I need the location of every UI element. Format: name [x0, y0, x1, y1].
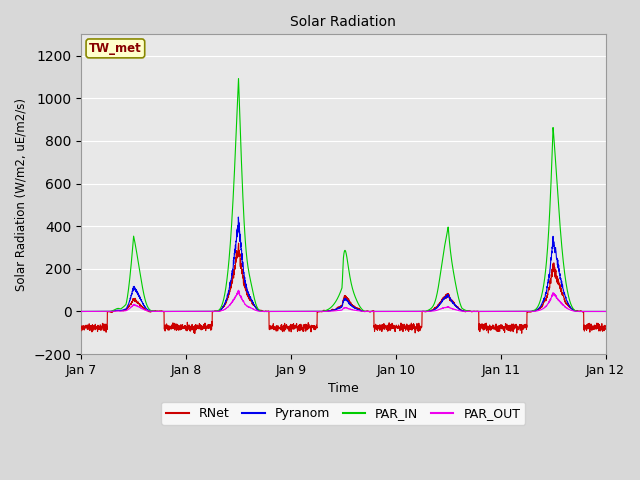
X-axis label: Time: Time	[328, 383, 358, 396]
Title: Solar Radiation: Solar Radiation	[291, 15, 396, 29]
Line: PAR_OUT: PAR_OUT	[81, 290, 605, 312]
Y-axis label: Solar Radiation (W/m2, uE/m2/s): Solar Radiation (W/m2, uE/m2/s)	[15, 98, 28, 291]
Pyranom	[444, 294, 451, 300]
PAR_OUT	[77, 309, 85, 314]
PAR_IN	[602, 309, 609, 314]
PAR_OUT	[244, 304, 252, 310]
Pyranom	[471, 309, 479, 314]
PAR_OUT	[410, 309, 417, 314]
Text: TW_met: TW_met	[89, 42, 142, 55]
RNet	[444, 295, 451, 300]
Legend: RNet, Pyranom, PAR_IN, PAR_OUT: RNet, Pyranom, PAR_IN, PAR_OUT	[161, 402, 525, 425]
PAR_IN	[471, 309, 479, 314]
PAR_OUT	[235, 288, 243, 293]
Pyranom	[410, 309, 417, 314]
Pyranom	[444, 293, 451, 299]
PAR_IN	[244, 262, 252, 267]
Pyranom	[244, 289, 252, 295]
PAR_OUT	[444, 304, 451, 310]
Line: Pyranom: Pyranom	[81, 217, 605, 312]
RNet	[444, 292, 451, 298]
PAR_IN	[510, 309, 518, 314]
PAR_IN	[410, 309, 417, 314]
Line: PAR_IN: PAR_IN	[81, 79, 605, 312]
PAR_IN	[235, 76, 243, 82]
RNet	[510, 326, 518, 332]
PAR_OUT	[602, 309, 609, 314]
PAR_OUT	[444, 304, 451, 310]
RNet	[191, 331, 198, 336]
PAR_IN	[444, 229, 451, 235]
Pyranom	[602, 309, 609, 314]
RNet	[472, 309, 479, 314]
PAR_IN	[444, 230, 451, 236]
RNet	[77, 328, 85, 334]
PAR_OUT	[471, 309, 479, 314]
Line: RNet: RNet	[81, 243, 605, 334]
RNet	[410, 325, 417, 331]
Pyranom	[234, 214, 242, 220]
RNet	[602, 326, 609, 332]
PAR_OUT	[510, 309, 518, 314]
RNet	[244, 292, 252, 298]
RNet	[235, 240, 243, 246]
PAR_IN	[77, 309, 85, 314]
Pyranom	[77, 309, 85, 314]
Pyranom	[510, 309, 518, 314]
